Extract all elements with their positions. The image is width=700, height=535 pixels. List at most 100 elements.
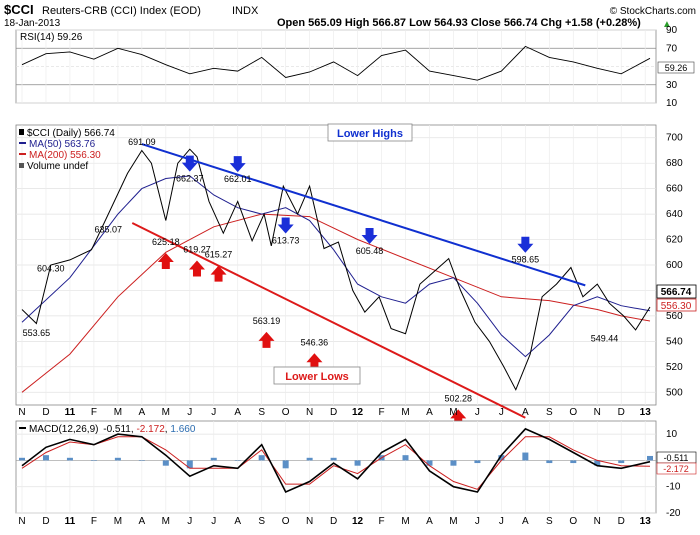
macd-hist-bar	[426, 460, 433, 466]
ma200-badge: 556.30	[661, 301, 692, 312]
macd-hist-bar	[618, 460, 625, 464]
macd-badge-top: -0.511	[664, 453, 689, 463]
lower-lows-trendline	[131, 222, 526, 419]
month-label: F	[91, 407, 97, 418]
month-label: 12	[352, 407, 364, 418]
legend-ma200: MA(200) 556.30	[29, 150, 101, 161]
month-label: A	[522, 516, 529, 527]
macd-line	[21, 427, 651, 494]
month-label: S	[258, 407, 265, 418]
lower-high-arrow-icon	[181, 155, 198, 172]
month-label: N	[18, 516, 25, 527]
month-label: 13	[640, 516, 652, 527]
price-tick-label: 500	[666, 387, 683, 398]
rsi-tick-label: 10	[666, 98, 678, 109]
month-label: O	[282, 516, 290, 527]
macd-hist-bar	[42, 455, 49, 461]
up-change-arrow-icon: ▲	[662, 19, 672, 30]
header-symbol: $CCI	[4, 2, 34, 17]
lower-low-arrow-icon	[210, 265, 227, 282]
month-label: D	[42, 407, 49, 418]
price-legend: $CCI (Daily) 566.74 MA(50) 563.76 MA(200…	[19, 128, 115, 172]
price-tick-label: 680	[666, 158, 683, 169]
macd-hist-bar	[498, 455, 505, 461]
macd-hist-bar	[210, 457, 217, 461]
macd-panel: 100-10-20 MACD(12,26,9) -0.511, -2.172, …	[15, 420, 697, 519]
lower-lows-callout: Lower Lows	[285, 371, 349, 383]
month-label: 11	[65, 407, 76, 418]
month-label: J	[187, 516, 192, 527]
trough-label: 546.36	[301, 337, 329, 347]
macd-hist-bar	[474, 460, 481, 464]
lower-high-arrow-icon	[361, 228, 378, 245]
month-label: A	[234, 407, 241, 418]
month-label: S	[546, 407, 553, 418]
legend-price-swatch	[19, 129, 24, 135]
peak-label: 598.65	[512, 255, 540, 265]
lower-high-arrow-icon	[229, 156, 246, 173]
ma50-line	[21, 175, 651, 358]
peak-label: 613.73	[272, 236, 300, 246]
month-label: J	[499, 407, 504, 418]
lower-high-arrow-icon	[517, 236, 534, 253]
price-axis: 700680660640620600580560540520500	[666, 133, 683, 399]
month-label: D	[330, 516, 337, 527]
ma200-line	[21, 213, 651, 393]
macd-hist-bar	[330, 457, 337, 461]
macd-hist-bar	[90, 460, 97, 461]
price-grid	[16, 125, 656, 405]
month-label: N	[594, 407, 601, 418]
macd-sep-1: ,	[131, 424, 137, 435]
macd-legend: MACD(12,26,9) -0.511, -2.172, 1.660	[19, 424, 196, 435]
month-label: S	[546, 516, 553, 527]
month-label: O	[569, 516, 577, 527]
price-tick-label: 600	[666, 260, 683, 271]
macd-badge-bottom: -2.172	[663, 464, 689, 474]
month-label: D	[618, 407, 625, 418]
month-label: F	[91, 516, 97, 527]
month-label: M	[401, 407, 409, 418]
rsi-value-badge-box	[657, 61, 695, 74]
lower-low-arrow-icon	[306, 353, 323, 370]
rsi-value-badge: 59.26	[665, 63, 688, 73]
rsi-tick-label: 90	[666, 25, 678, 36]
trough-label: 619.27	[183, 244, 211, 254]
month-label: J	[211, 516, 216, 527]
month-label: J	[475, 407, 480, 418]
month-label: M	[449, 516, 457, 527]
month-label: M	[114, 516, 122, 527]
month-label: M	[162, 516, 170, 527]
trough-label: 625.18	[152, 237, 180, 247]
rsi-tick-label: 70	[666, 43, 678, 54]
macd-label-prefix: MACD(12,26,9)	[29, 424, 98, 435]
trough-label: 549.44	[591, 333, 619, 343]
month-label: A	[139, 407, 146, 418]
month-label: M	[162, 407, 170, 418]
macd-tick-label: -10	[666, 482, 681, 493]
month-label: 12	[352, 516, 364, 527]
price-panel: 700680660640620600580560540520500 691.09…	[15, 123, 697, 426]
peak-label: 691.09	[128, 137, 156, 147]
lower-low-arrow-icon	[258, 331, 275, 348]
quote-line: Open 565.09 High 566.87 Low 564.93 Close…	[277, 17, 641, 29]
lower-high-arrow-icon	[277, 217, 294, 234]
macd-hist-bar	[594, 460, 601, 466]
macd-hist-bar	[162, 460, 169, 466]
peak-label: 662.01	[224, 174, 252, 184]
macd-hist-value: 1.660	[170, 424, 195, 435]
lower-highs-callout-box	[327, 123, 413, 142]
macd-hist-bar	[647, 455, 653, 461]
macd-hist-bar	[354, 460, 361, 466]
macd-hist-bar	[402, 455, 409, 461]
macd-hist-bar	[546, 460, 553, 464]
macd-hist-bar	[19, 457, 25, 461]
rsi-label: RSI(14) 59.26	[20, 32, 83, 43]
month-label: A	[139, 516, 146, 527]
rsi-line	[21, 45, 651, 81]
trough-label: 604.30	[37, 264, 65, 274]
price-tick-label: 540	[666, 336, 683, 347]
month-label: A	[522, 407, 529, 418]
price-tick-label: 640	[666, 209, 683, 220]
